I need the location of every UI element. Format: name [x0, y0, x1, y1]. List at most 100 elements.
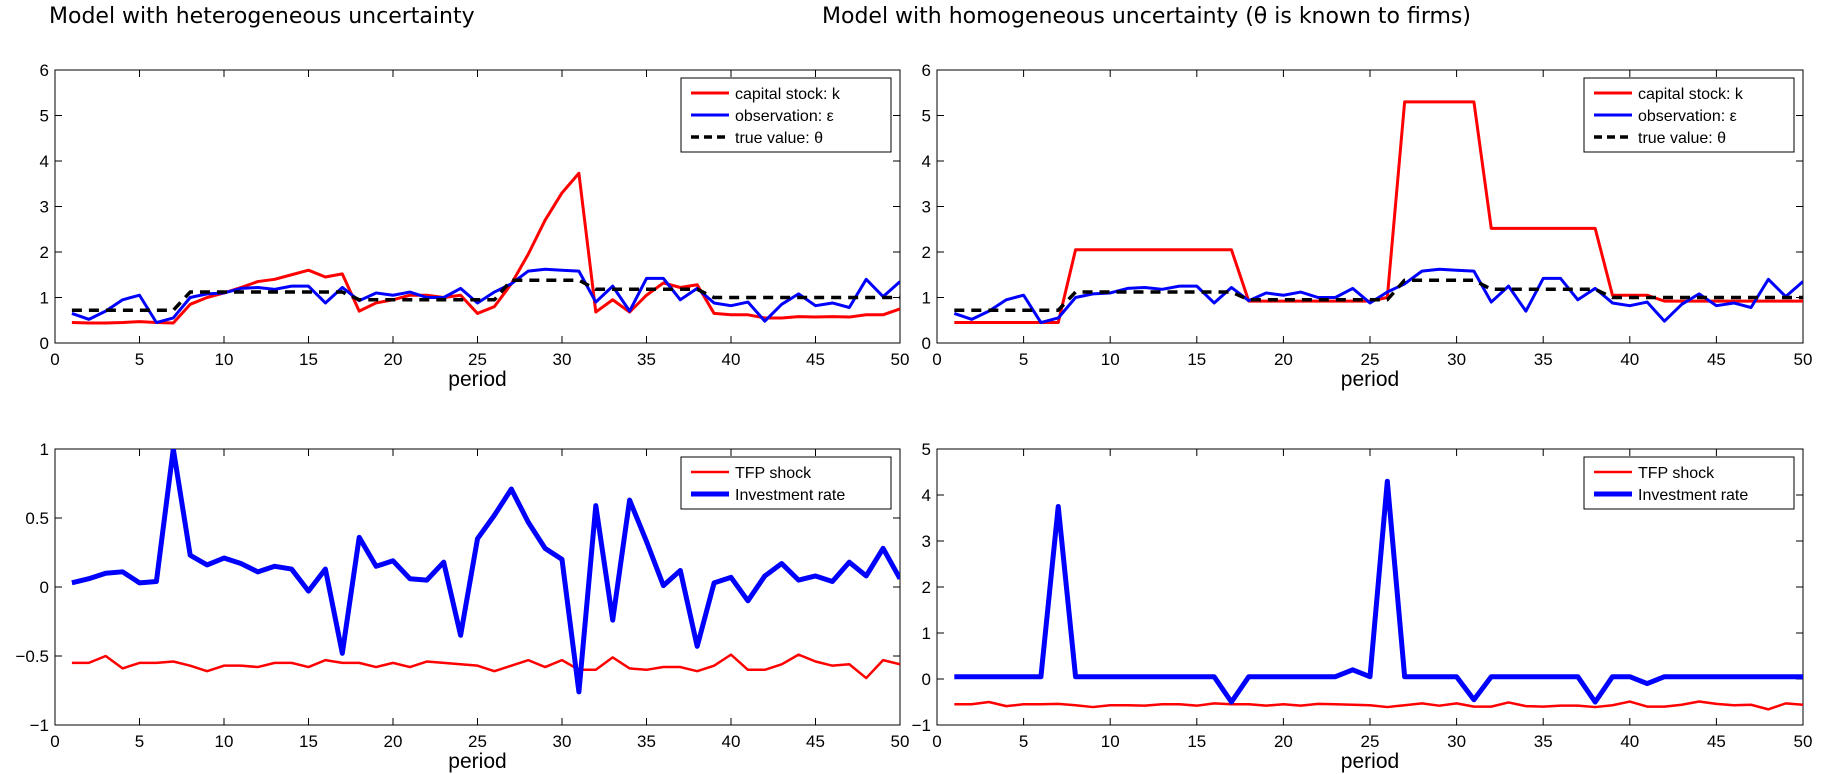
y-tick-label: 4 [40, 152, 49, 171]
x-axis-label: period [448, 750, 506, 773]
x-tick-label: 10 [215, 732, 234, 751]
legend-label: TFP shock [1638, 465, 1715, 482]
series-line-2 [954, 278, 1803, 312]
y-tick-label: 5 [40, 107, 49, 126]
chart-top-left: 0 5 10 15 20 25 30 35 40 45 500123456periodcapital… [40, 61, 910, 391]
y-tick-label: 6 [40, 61, 49, 80]
x-tick-label: 50 [891, 732, 910, 751]
x-axis-label: period [448, 368, 506, 391]
legend: TFP shock Investment rate [680, 456, 892, 510]
x-tick-label: 35 [1534, 350, 1553, 369]
legend: capital stock: k observation: ε true value… [680, 77, 892, 153]
legend-label: observation: ε [1638, 108, 1737, 125]
y-tick-label: 0 [40, 578, 49, 597]
x-tick-label: 25 [468, 732, 487, 751]
x-tick-label: 45 [1707, 732, 1726, 751]
y-tick-label: 0 [40, 334, 49, 353]
x-tick-label: 5 [1019, 350, 1028, 369]
x-tick-label: 10 [1101, 732, 1120, 751]
right-column-title: Model with homogeneous uncertainty (θ is… [822, 4, 1471, 29]
y-tick-label: −1 [30, 716, 49, 735]
x-tick-label: 45 [1707, 350, 1726, 369]
x-tick-label: 0 [50, 350, 59, 369]
x-tick-label: 50 [891, 350, 910, 369]
x-tick-label: 40 [722, 350, 741, 369]
x-tick-label: 45 [806, 732, 825, 751]
series-line-1 [953, 267, 1803, 325]
x-tick-label: 25 [1361, 732, 1380, 751]
x-tick-label: 30 [553, 732, 572, 751]
left-column-title: Model with heterogeneous uncertainty [49, 4, 475, 29]
x-tick-label: 50 [1794, 732, 1813, 751]
legend-box [1583, 456, 1795, 510]
legend-label: observation: ε [735, 108, 834, 125]
x-tick-label: 35 [637, 350, 656, 369]
legend-label: Investment rate [1638, 487, 1748, 504]
x-tick-label: 30 [1447, 350, 1466, 369]
y-tick-label: 1 [922, 289, 931, 308]
x-tick-label: 20 [384, 732, 403, 751]
series-line-0 [71, 653, 900, 680]
x-tick-label: 30 [553, 350, 572, 369]
y-tick-label: 2 [922, 243, 931, 262]
x-tick-label: 10 [1101, 350, 1120, 369]
x-tick-label: 5 [135, 350, 144, 369]
legend-label: capital stock: k [735, 86, 841, 103]
y-tick-label: 0.5 [25, 509, 49, 528]
legend-label: capital stock: k [1638, 86, 1744, 103]
x-tick-label: 30 [1447, 732, 1466, 751]
y-tick-label: 1 [922, 624, 931, 643]
y-tick-label: 5 [922, 107, 931, 126]
x-axis-label: period [1341, 750, 1399, 773]
legend-label: TFP shock [735, 465, 812, 482]
legend-label: Investment rate [735, 487, 845, 504]
y-tick-label: 4 [922, 486, 931, 505]
y-tick-label: 5 [922, 440, 931, 459]
y-tick-label: 3 [922, 532, 931, 551]
series-line-0 [954, 700, 1803, 711]
y-tick-label: 4 [922, 152, 931, 171]
chart-bottom-left: 0 5 10 15 20 25 30 35 40 45 50 −1 −0.5 0 0.5 1 period TFP… [15, 440, 909, 773]
y-tick-label: 6 [922, 61, 931, 80]
x-axis-label: period [1341, 368, 1399, 391]
x-tick-label: 0 [932, 350, 941, 369]
series-line-1 [954, 478, 1803, 705]
x-tick-label: 35 [637, 732, 656, 751]
series-line-2 [71, 278, 900, 312]
x-tick-label: 5 [1019, 732, 1028, 751]
legend: TFP shock Investment rate [1583, 456, 1795, 510]
y-tick-label: 3 [40, 198, 49, 217]
chart-top-right: 0 5 10 15 20 25 30 35 40 45 500123456periodcapital… [922, 61, 1813, 391]
y-tick-label: 2 [40, 243, 49, 262]
x-tick-label: 0 [932, 732, 941, 751]
y-tick-label: 0 [922, 334, 931, 353]
x-tick-label: 40 [1620, 350, 1639, 369]
y-tick-label: −1 [912, 716, 931, 735]
y-tick-label: 1 [40, 289, 49, 308]
x-tick-label: 10 [215, 350, 234, 369]
x-tick-label: 0 [50, 732, 59, 751]
y-tick-label: 3 [922, 198, 931, 217]
x-tick-label: 40 [722, 732, 741, 751]
x-tick-label: 45 [806, 350, 825, 369]
legend: capital stock: k observation: ε true value… [1583, 77, 1795, 153]
x-tick-label: 20 [1274, 732, 1293, 751]
x-tick-label: 20 [384, 350, 403, 369]
x-tick-label: 20 [1274, 350, 1293, 369]
x-tick-label: 25 [1361, 350, 1380, 369]
x-tick-label: 35 [1534, 732, 1553, 751]
x-tick-label: 15 [299, 732, 318, 751]
y-tick-label: −0.5 [15, 647, 49, 666]
x-tick-label: 50 [1794, 350, 1813, 369]
legend-label: true value: θ [1638, 130, 1726, 147]
x-tick-label: 25 [468, 350, 487, 369]
x-tick-label: 15 [1187, 732, 1206, 751]
legend-label: true value: θ [735, 130, 823, 147]
x-tick-label: 40 [1620, 732, 1639, 751]
y-tick-label: 0 [922, 670, 931, 689]
y-tick-label: 2 [922, 578, 931, 597]
y-tick-label: 1 [40, 440, 49, 459]
x-tick-label: 5 [135, 732, 144, 751]
